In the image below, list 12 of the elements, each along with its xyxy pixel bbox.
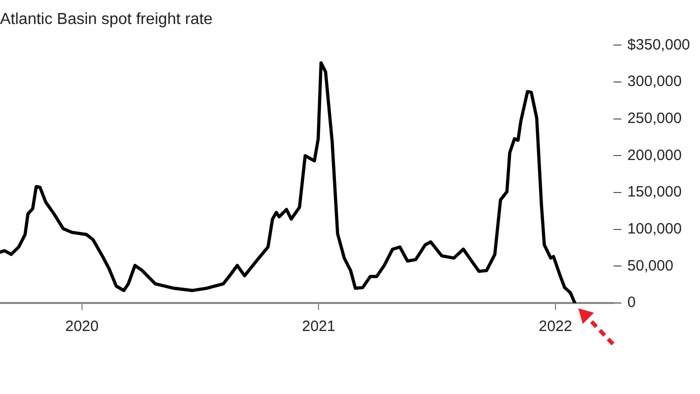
y-tick-label: 0 xyxy=(627,294,636,312)
y-tick-label: 250,000 xyxy=(627,110,682,127)
y-tick-label: 200,000 xyxy=(627,146,682,164)
y-tick-label: 100,000 xyxy=(627,220,682,238)
x-tick-label: 2021 xyxy=(302,318,336,336)
chart-title: Atlantic Basin spot freight rate xyxy=(0,11,213,28)
y-tick-label: $350,000 xyxy=(627,36,690,54)
x-tick-label: 2020 xyxy=(65,318,99,336)
y-tick-label: 300,000 xyxy=(627,73,682,90)
y-tick-label: 150,000 xyxy=(627,184,682,201)
x-tick-label: 2022 xyxy=(538,318,572,336)
y-tick-label: 50,000 xyxy=(627,257,674,274)
